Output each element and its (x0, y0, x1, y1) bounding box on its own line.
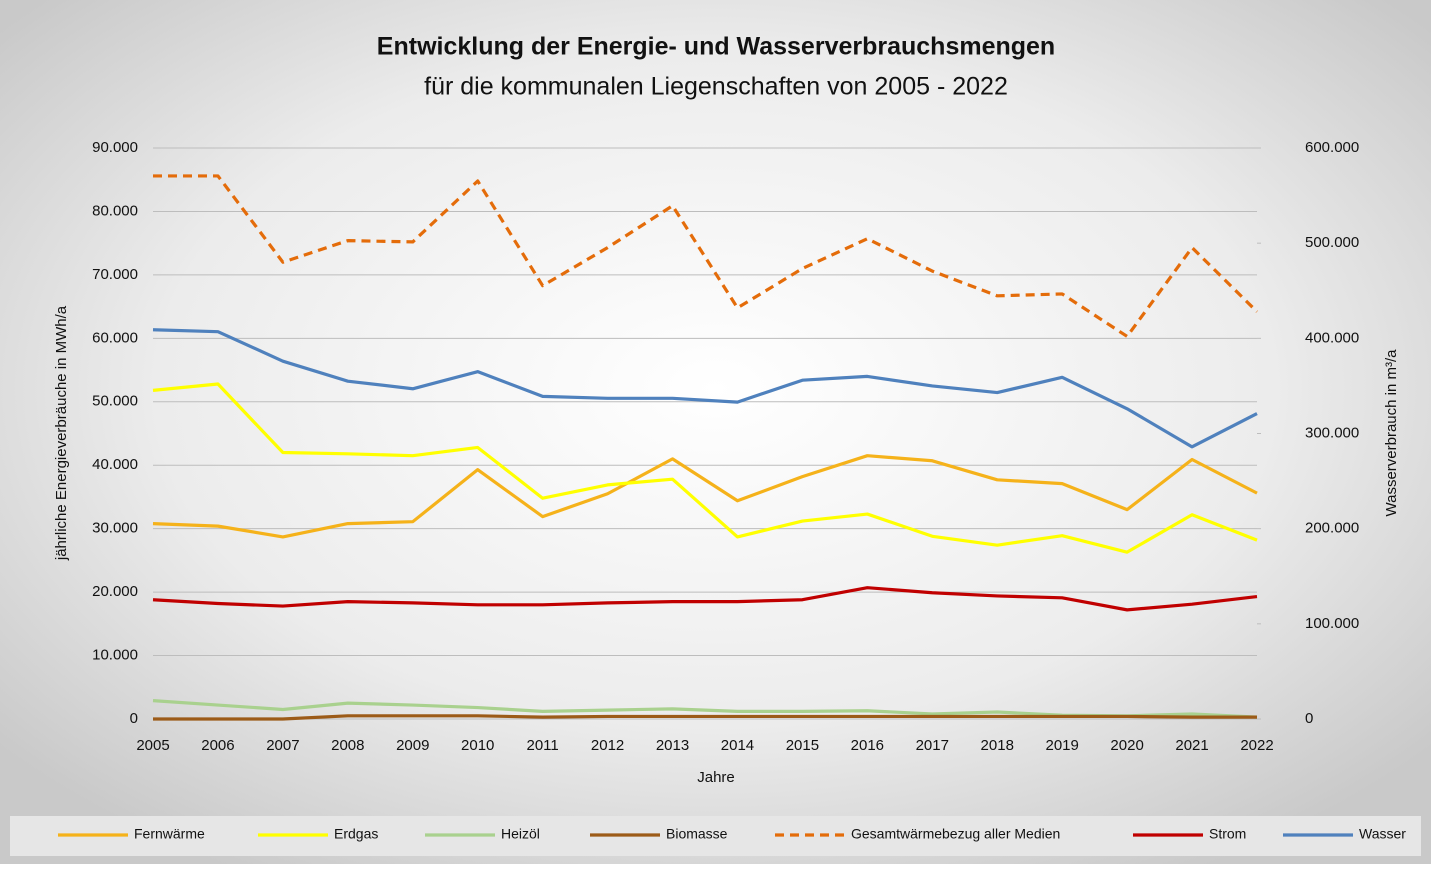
y-tick-label: 80.000 (92, 202, 138, 219)
legend-label: Erdgas (334, 826, 378, 842)
x-tick-label: 2009 (396, 737, 429, 754)
x-tick-label: 2014 (721, 737, 754, 754)
x-tick-label: 2010 (461, 737, 494, 754)
chart-subtitle: für die kommunalen Liegenschaften von 20… (424, 73, 1008, 101)
legend-label: Strom (1209, 826, 1246, 842)
y2-tick-label: 0 (1305, 710, 1313, 727)
chart-title: Entwicklung der Energie- und Wasserverbr… (377, 33, 1055, 61)
y2-tick-label: 500.000 (1305, 234, 1359, 251)
x-tick-label: 2020 (1110, 737, 1143, 754)
x-tick-label: 2016 (851, 737, 884, 754)
legend-label: Biomasse (666, 826, 728, 842)
y-tick-label: 20.000 (92, 583, 138, 600)
y2-tick-label: 600.000 (1305, 139, 1359, 156)
legend-label: Gesamtwärmebezug aller Medien (851, 826, 1060, 842)
series-line (153, 174, 1259, 339)
y-tick-label: 60.000 (92, 329, 138, 346)
y-tick-label: 40.000 (92, 456, 138, 473)
y-tick-label: 90.000 (92, 139, 138, 156)
x-tick-label: 2019 (1045, 737, 1078, 754)
x-tick-label: 2007 (266, 737, 299, 754)
x-tick-label: 2013 (656, 737, 689, 754)
y2-tick-label: 100.000 (1305, 615, 1359, 632)
series-line (153, 714, 1257, 721)
x-tick-label: 2018 (981, 737, 1014, 754)
x-tick-label: 2005 (136, 737, 169, 754)
y2-tick-label: 200.000 (1305, 520, 1359, 537)
y2-tick-label: 300.000 (1305, 424, 1359, 441)
series-line (152, 586, 1258, 612)
series-line (152, 328, 1258, 449)
x-tick-label: 2008 (331, 737, 364, 754)
legend-label: Heizöl (501, 826, 540, 842)
y-tick-label: 10.000 (92, 647, 138, 664)
y2-tick-label: 400.000 (1305, 329, 1359, 346)
y-tick-label: 50.000 (92, 393, 138, 410)
x-tick-label: 2022 (1240, 737, 1273, 754)
x-axis-title: Jahre (697, 769, 735, 786)
y-axis-title: jährliche Energieverbräuche in MWh/a (53, 305, 70, 561)
y2-axis-title: Wasserverbrauch in m³/a (1383, 349, 1400, 517)
y-tick-label: 0 (130, 710, 138, 727)
x-tick-label: 2011 (527, 737, 559, 754)
y-tick-label: 70.000 (92, 266, 138, 283)
x-tick-label: 2012 (591, 737, 624, 754)
legend-label: Fernwärme (134, 826, 205, 842)
x-tick-label: 2015 (786, 737, 819, 754)
x-tick-label: 2017 (916, 737, 949, 754)
x-tick-label: 2006 (201, 737, 234, 754)
x-tick-label: 2021 (1175, 737, 1208, 754)
y-tick-label: 30.000 (92, 520, 138, 537)
series-line (152, 454, 1258, 539)
series-line (152, 382, 1258, 554)
legend-label: Wasser (1359, 826, 1406, 842)
